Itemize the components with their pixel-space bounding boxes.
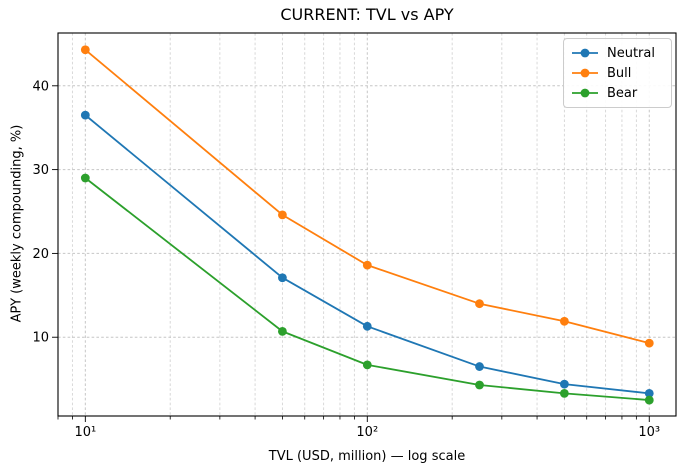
data-point-bear <box>278 326 287 336</box>
data-point-neutral <box>362 321 372 331</box>
legend: Neutral Bull Bear <box>563 38 672 108</box>
data-point-bull <box>80 45 90 55</box>
data-point-bear <box>644 395 654 405</box>
legend-entry-bear[interactable]: Bear <box>570 83 665 103</box>
line-marker-icon <box>572 48 598 58</box>
data-point-bull <box>559 316 569 326</box>
x-axis-label: TVL (USD, million) — log scale <box>268 449 466 464</box>
y-axis-label: APY (weekly compounding, %) <box>9 124 25 323</box>
legend-entry-bull[interactable]: Bull <box>570 63 665 83</box>
y-tick-label: 30 <box>32 163 49 178</box>
line-marker-icon <box>572 68 598 78</box>
axes-frame <box>57 32 677 417</box>
series-line-neutral <box>84 114 650 395</box>
legend-label: Bear <box>607 85 638 101</box>
data-point-bear <box>559 388 569 398</box>
series-line-bull <box>84 49 650 344</box>
data-point-bull <box>475 299 484 309</box>
data-point-neutral <box>475 362 484 371</box>
x-tick-label: 10² <box>356 425 378 440</box>
y-tick-label: 10 <box>32 331 49 346</box>
data-point-bear <box>362 360 372 370</box>
data-point-neutral <box>278 273 287 283</box>
data-point-neutral <box>559 379 569 389</box>
data-point-neutral <box>80 110 90 120</box>
x-tick-label: 10¹ <box>74 425 96 440</box>
data-point-bear <box>80 173 90 183</box>
y-tick-label: 20 <box>32 247 49 262</box>
data-point-bull <box>644 338 654 348</box>
data-point-bear <box>475 380 484 390</box>
data-point-bull <box>362 260 372 270</box>
line-marker-icon <box>572 88 598 98</box>
chart-title: CURRENT: TVL vs APY <box>280 5 454 24</box>
legend-label: Bull <box>607 65 632 81</box>
series-line-bear <box>84 177 650 401</box>
x-tick-label: 10³ <box>638 425 660 440</box>
data-point-bull <box>278 210 287 220</box>
legend-label: Neutral <box>607 45 655 61</box>
y-tick-label: 40 <box>32 79 49 94</box>
legend-entry-neutral[interactable]: Neutral <box>570 43 665 63</box>
data-point-neutral <box>644 388 654 398</box>
